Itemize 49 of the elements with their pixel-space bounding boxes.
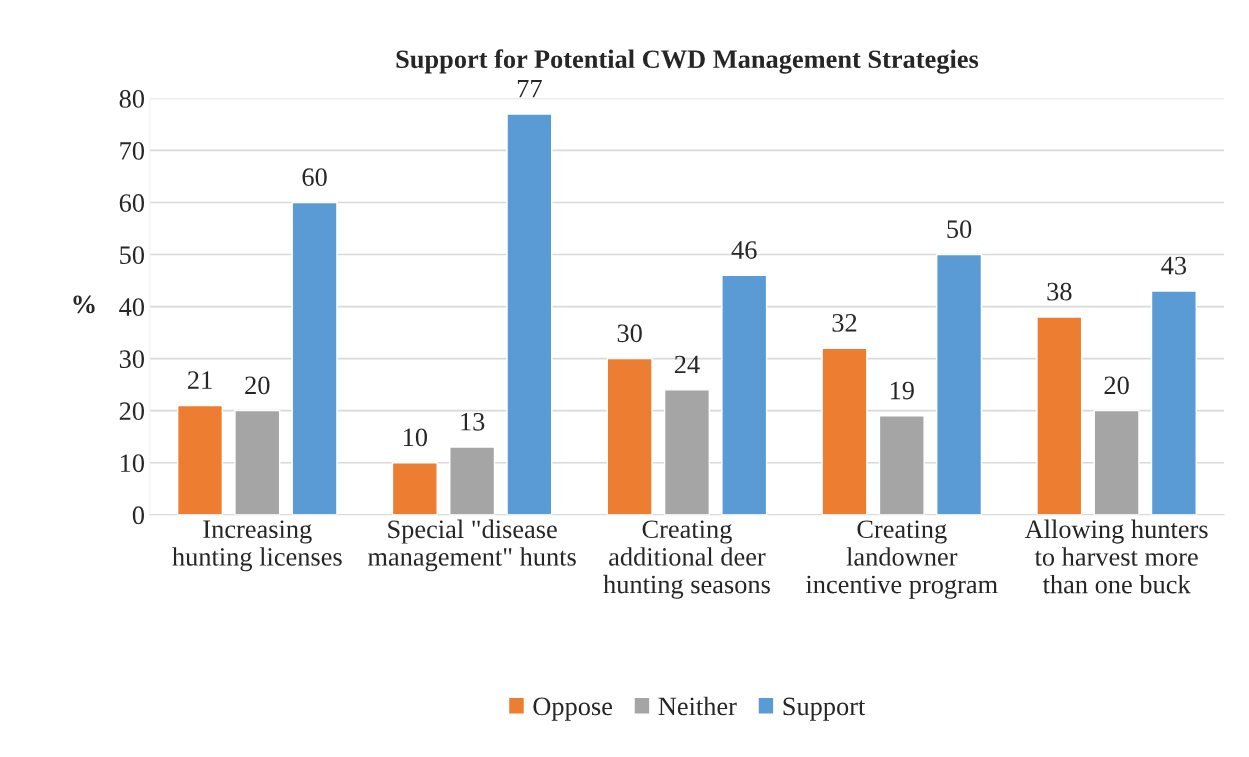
bar: [663, 389, 710, 515]
bar: [291, 201, 338, 515]
data-label: 20: [1104, 376, 1129, 395]
legend-label: Support: [783, 697, 866, 721]
bar: [234, 409, 281, 515]
x-tick-label: Special "disease management" hunts: [367, 519, 576, 572]
data-label: 20: [245, 376, 270, 395]
y-tick-label: 30: [119, 350, 145, 369]
y-tick-label: 0: [132, 506, 145, 525]
bar: [449, 446, 496, 515]
x-tick-label: Allowing hunters to harvest more than one buck: [1024, 519, 1208, 594]
y-tick-label: 60: [119, 194, 145, 212]
chart-title: Support for Potential CWD Management Strategies: [396, 49, 979, 74]
bar: [1093, 409, 1140, 515]
data-label: 32: [832, 314, 857, 332]
data-label: 50: [947, 220, 972, 239]
bar: [1036, 316, 1083, 515]
y-tick-label: 40: [119, 298, 145, 316]
bar: [721, 274, 768, 515]
bar: [1150, 290, 1197, 515]
bar: [821, 347, 868, 515]
y-axis-title: %: [73, 295, 95, 314]
bar: [878, 415, 925, 515]
data-label: 60: [302, 168, 327, 187]
x-tick-label: Creating landowner incentive program: [805, 520, 998, 599]
data-label: 30: [617, 324, 642, 343]
legend-label: Oppose: [533, 697, 613, 721]
data-label: 43: [1161, 256, 1187, 275]
y-tick-label: 50: [120, 246, 145, 264]
bar: [176, 404, 224, 515]
data-label: 46: [731, 241, 757, 259]
data-label: 21: [187, 371, 212, 389]
y-tick-label: 20: [119, 402, 145, 421]
y-tick-label: 80: [119, 90, 145, 108]
x-tick-label: Increasing hunting licenses: [172, 520, 342, 572]
data-label: 24: [674, 355, 700, 374]
bar: [936, 253, 983, 515]
data-label: 19: [890, 381, 914, 400]
data-label: 13: [461, 412, 485, 431]
data-label: 38: [1047, 282, 1072, 301]
y-tick-label: 70: [120, 142, 145, 160]
data-label: 77: [517, 80, 542, 98]
bar: [391, 462, 438, 515]
data-label: 10: [403, 428, 428, 447]
legend-label: Neither: [658, 696, 737, 716]
x-tick-label: Creating additional deer hunting seasons: [603, 520, 770, 599]
bar: [506, 113, 553, 515]
y-tick-label: 10: [120, 454, 145, 473]
bar: [606, 357, 653, 515]
